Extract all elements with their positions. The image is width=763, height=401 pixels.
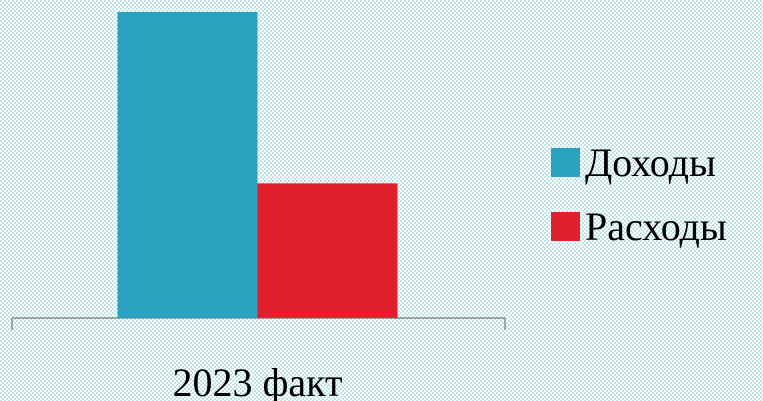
bar (257, 183, 398, 318)
legend-label: Расходы (585, 204, 727, 249)
legend-swatch (551, 148, 580, 177)
legend-label: Доходы (585, 140, 716, 185)
legend-swatch (551, 212, 580, 241)
x-tick-label: 2023 факт (172, 360, 342, 401)
bar (117, 12, 258, 318)
